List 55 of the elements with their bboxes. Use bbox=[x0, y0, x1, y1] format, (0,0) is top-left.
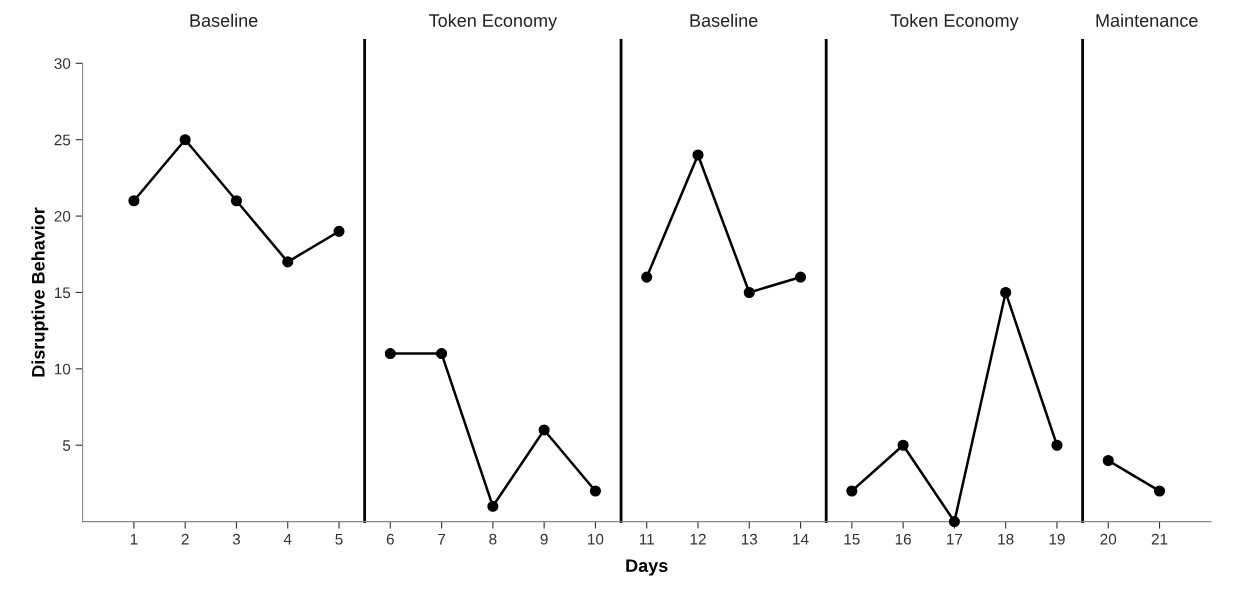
y-tick-label: 15 bbox=[54, 287, 71, 299]
x-tick-label: 11 bbox=[639, 533, 654, 545]
y-tick-label: 5 bbox=[62, 440, 71, 451]
point bbox=[846, 485, 858, 497]
point bbox=[384, 348, 396, 360]
point bbox=[1000, 286, 1012, 299]
x-tick-label: 3 bbox=[232, 533, 241, 545]
point bbox=[333, 225, 345, 237]
y-tick-label: 10 bbox=[54, 363, 71, 375]
x-tick-label: 13 bbox=[741, 533, 758, 545]
point bbox=[692, 149, 704, 161]
x-tick-label: 9 bbox=[540, 533, 548, 545]
text: Baseline bbox=[190, 13, 258, 27]
point bbox=[794, 271, 807, 283]
point bbox=[1153, 485, 1166, 497]
point bbox=[743, 286, 755, 299]
point bbox=[282, 256, 294, 268]
y-axis-title: Disruptive Behavior bbox=[31, 207, 49, 377]
x-tick-label: 19 bbox=[1049, 533, 1065, 545]
x-tick-label: 7 bbox=[438, 533, 446, 545]
point bbox=[1102, 454, 1114, 467]
x-tick-label: 14 bbox=[793, 533, 809, 545]
point bbox=[897, 439, 909, 451]
point bbox=[948, 516, 960, 528]
x-axis-title: Days bbox=[626, 559, 668, 576]
x-tick-label: 5 bbox=[335, 533, 343, 545]
text: Maintenance bbox=[1096, 13, 1198, 27]
x-tick-label: 6 bbox=[386, 533, 394, 545]
point bbox=[230, 195, 243, 207]
x-tick-label: 15 bbox=[844, 533, 860, 545]
point bbox=[436, 348, 448, 360]
point bbox=[128, 195, 140, 207]
x-tick-label: 17 bbox=[947, 533, 963, 545]
x-tick-label: 8 bbox=[489, 533, 497, 545]
y-tick-label: 20 bbox=[54, 210, 71, 222]
y-tick-label: 30 bbox=[54, 58, 71, 69]
x-tick-label: 4 bbox=[283, 533, 292, 545]
x-tick-label: 16 bbox=[895, 533, 911, 545]
point bbox=[487, 500, 499, 512]
x-tick-label: 20 bbox=[1100, 533, 1117, 545]
text: Baseline bbox=[690, 13, 758, 27]
x-tick-label: 18 bbox=[998, 533, 1014, 545]
text: Token Economy bbox=[429, 13, 558, 31]
y-tick-label: 25 bbox=[54, 134, 71, 146]
point bbox=[589, 485, 601, 497]
x-tick-label: 1 bbox=[130, 533, 138, 545]
point bbox=[641, 271, 653, 283]
point bbox=[538, 424, 550, 436]
point bbox=[1051, 439, 1063, 451]
text: Token Economy bbox=[890, 13, 1019, 31]
x-tick-label: 2 bbox=[181, 533, 189, 545]
point bbox=[179, 134, 191, 146]
x-tick-label: 12 bbox=[690, 533, 706, 545]
x-tick-label: 21 bbox=[1151, 533, 1168, 545]
x-tick-label: 10 bbox=[588, 533, 604, 545]
